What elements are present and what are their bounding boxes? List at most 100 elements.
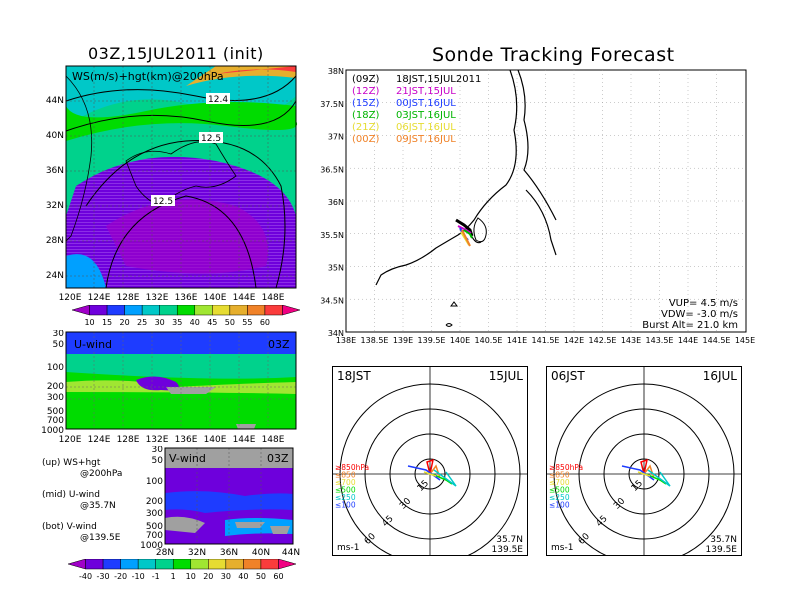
notes: (up) WS+hgt @200hPa (mid) U-wind @35.7N (b…: [42, 458, 162, 544]
wind-colorbar-label: 1: [171, 572, 176, 581]
p-tick: 200: [47, 382, 64, 392]
hodo-date: 15JUL: [489, 369, 524, 383]
level-label: ≤700: [335, 478, 356, 487]
contour-label-1: 12.4: [208, 95, 228, 105]
lon-tick: 142E: [564, 336, 584, 345]
wind-colorbar-label: 10: [186, 572, 196, 581]
legend-time: 09JST,16JUL: [396, 134, 456, 145]
lat-tick: 44N: [46, 96, 64, 106]
ws-colorbar-label: 35: [172, 318, 182, 327]
coastline-east: [517, 69, 557, 221]
hodo-unit: ms-1: [551, 543, 573, 553]
p-tick: 300: [146, 509, 163, 519]
wind-colorbar: -40 -30 -20 -10 -1 1 10 20 30 40 50 60: [62, 558, 302, 581]
u-wind-time: 03Z: [268, 338, 290, 351]
legend-time: 18JST,15JUL2011: [396, 74, 481, 85]
level-label: ≤850: [549, 471, 570, 480]
hodograph-2: 15 30 45 60 06JST 16JUL ≥850hPa ≤850 ≤700 ≤500 ≤25…: [546, 366, 742, 565]
sonde-tracks: [455, 218, 474, 247]
ws-field-jetcore: [216, 66, 296, 74]
ws-colorbar-swatch: [247, 304, 266, 316]
ws-colorbar-swatch: [159, 304, 178, 316]
lon-tick: 128E: [117, 293, 140, 303]
hodo-lat: 35.7N: [496, 535, 523, 545]
burst-text: Burst Alt= 21.0 km: [642, 320, 738, 331]
level-label: ≥850hPa: [549, 463, 583, 472]
lat-tick: 36N: [46, 166, 64, 176]
lon-tick: 145E: [735, 336, 755, 345]
ws-colorbar-swatch: [264, 304, 283, 316]
p-tick: 50: [152, 456, 164, 466]
lon-tick: 120E: [59, 435, 82, 445]
ws-panel-label: WS(m/s)+hgt(km)@200hPa: [72, 70, 224, 83]
wind-colorbar-label: -40: [79, 572, 92, 581]
contour-label-2: 12.5: [201, 134, 221, 144]
lon-tick: 144E: [233, 435, 256, 445]
lat-tick: 38N: [328, 67, 344, 76]
lon-tick: 138E: [336, 336, 356, 345]
lon-tick: 124E: [88, 435, 111, 445]
wind-colorbar-swatch: [278, 558, 297, 570]
lat-tick: 34.5N: [320, 296, 344, 305]
p-tick: 300: [47, 393, 64, 403]
ws-field-sw: [66, 254, 106, 288]
lon-tick: 143.5E: [646, 336, 674, 345]
hodograph-trace: [621, 458, 671, 487]
lon-tick: 139.5E: [418, 336, 446, 345]
lon-tick: 148E: [262, 293, 285, 303]
hodograph-1: 15 30 45 60 18JST 15JUL ≥850hPa ≤850 ≤700 ≤500 ≤25…: [332, 366, 528, 565]
right-title: Sonde Tracking Forecast: [432, 44, 675, 66]
legend-time: 00JST,16JUL: [396, 98, 456, 109]
hodo-unit: ms-1: [337, 543, 359, 553]
legend-time: 03JST,16JUL: [396, 110, 456, 121]
level-label: ≤500: [335, 486, 356, 495]
lon-tick: 148E: [262, 435, 285, 445]
ws-colorbar-swatch: [89, 304, 108, 316]
lat-tick: 35.5N: [320, 231, 344, 240]
ws-colorbar-swatch: [141, 304, 160, 316]
wind-colorbar-swatch: [208, 558, 227, 570]
ws-colorbar-label: 60: [260, 318, 270, 327]
lat-tick: 36N: [220, 548, 238, 558]
lat-tick: 36.5N: [320, 165, 344, 174]
ws-colorbar-svg: 10 15 20 25 30 35 40 45 50 55 60: [71, 304, 301, 327]
level-label: ≤500: [549, 486, 570, 495]
legend-z: (21Z): [352, 122, 379, 133]
ws-colorbar-swatch: [282, 304, 301, 316]
legend-z: (18Z): [352, 110, 379, 121]
wind-colorbar-swatch: [155, 558, 174, 570]
legend-z: (15Z): [352, 98, 379, 109]
p-tick: 200: [146, 497, 163, 507]
lon-tick: 136E: [175, 293, 198, 303]
p-tick: 100: [47, 363, 64, 373]
contour-label-3: 12.5: [153, 197, 173, 207]
p-tick: 700: [146, 531, 163, 541]
lon-tick: 144.5E: [703, 336, 731, 345]
lon-tick: 143E: [621, 336, 641, 345]
lon-tick: 138.5E: [361, 336, 389, 345]
ws-colorbar-swatch: [194, 304, 213, 316]
hodo-lat: 35.7N: [710, 535, 737, 545]
v-wind-time: 03Z: [267, 452, 289, 465]
track-map-svg: (09Z) 18JST,15JUL2011 (12Z) 21JST,15JUL (15Z…: [320, 67, 755, 345]
lat-tick: 32N: [188, 548, 206, 558]
wind-colorbar-label: 60: [273, 572, 283, 581]
p-tick: 50: [53, 340, 65, 350]
ws-colorbar: 10 15 20 25 30 35 40 45 50 55 60: [66, 304, 306, 327]
note-bot-sub: @139.5E: [80, 533, 121, 543]
lon-tick: 144E: [233, 293, 256, 303]
u-wind-svg: U-wind 03Z 30 50 100 200 300 500 700 100…: [41, 329, 297, 445]
lat-tick: 37N: [328, 133, 344, 142]
lon-tick: 140E: [450, 336, 470, 345]
hodo-time: 06JST: [551, 369, 585, 383]
ws-field-weak: [106, 199, 268, 274]
lat-tick: 28N: [156, 548, 174, 558]
hodograph-trace: [407, 458, 457, 487]
lat-tick: 44N: [282, 548, 300, 558]
wind-colorbar-svg: -40 -30 -20 -10 -1 1 10 20 30 40 50 60: [67, 558, 297, 581]
lon-tick: 124E: [88, 293, 111, 303]
wind-colorbar-label: 40: [238, 572, 248, 581]
wind-colorbar-swatch: [243, 558, 262, 570]
